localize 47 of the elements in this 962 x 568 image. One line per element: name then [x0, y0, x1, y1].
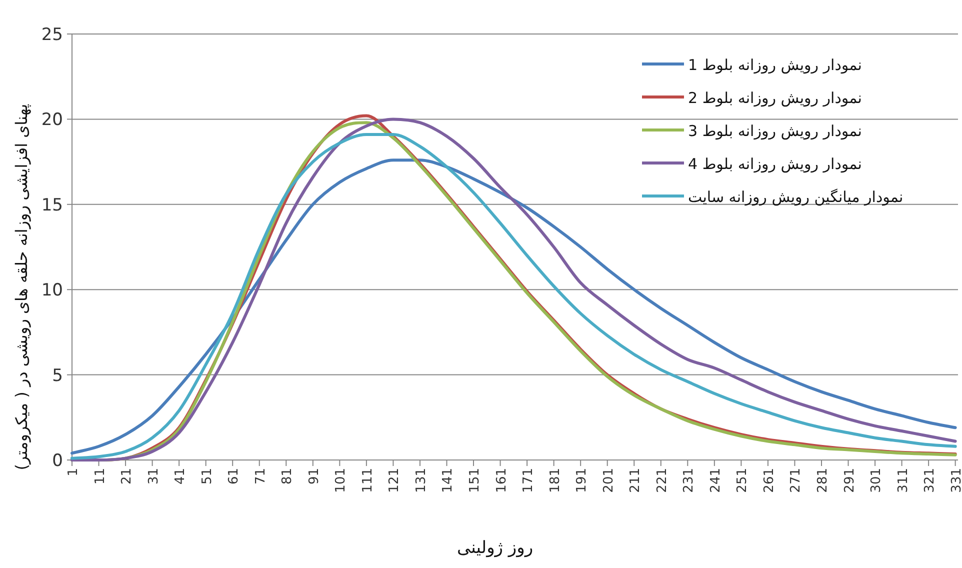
x-tick-label: 161	[494, 468, 510, 493]
x-tick-label: 331	[949, 468, 962, 493]
x-tick-label: 71	[253, 468, 268, 485]
x-tick-label: 41	[173, 468, 188, 485]
x-tick-label: 141	[440, 468, 456, 493]
x-tick-label: 281	[815, 468, 830, 493]
legend-label: نمودار رویش روزانه بلوط 1	[688, 56, 862, 74]
x-tick-label: 241	[708, 468, 724, 493]
x-tick-label: 321	[922, 468, 938, 493]
y-tick-label: 10	[41, 280, 63, 301]
x-tick-label: 231	[682, 468, 697, 493]
x-tick-label: 181	[548, 468, 563, 493]
x-tick-label: 171	[521, 468, 536, 493]
x-tick-label: 121	[387, 468, 402, 493]
x-tick-label: 61	[226, 468, 242, 485]
x-tick-label: 291	[842, 468, 858, 493]
x-axis-title: روز ژولینی	[456, 538, 534, 558]
x-tick-label: 81	[280, 468, 296, 485]
x-tick-label: 21	[120, 468, 135, 485]
x-tick-label: 191	[574, 468, 590, 493]
x-tick-label: 261	[762, 468, 777, 493]
y-tick-label: 20	[41, 110, 63, 130]
x-tick-label: 91	[306, 468, 322, 485]
x-tick-label: 251	[735, 468, 750, 493]
x-tick-label: 201	[601, 468, 616, 493]
x-tick-label: 11	[92, 468, 108, 485]
legend-label: نمودار رویش روزانه بلوط 2	[688, 89, 862, 107]
x-tick-label: 111	[360, 468, 376, 493]
y-axis-title: پهنای افزایشی روزانه حلقه های رویشی در ( میکرومتر)	[12, 104, 31, 470]
x-tick-label: 101	[334, 468, 349, 493]
x-tick-label: 271	[788, 468, 804, 493]
x-tick-label: 51	[200, 468, 215, 485]
y-tick-label: 0	[52, 451, 63, 471]
x-tick-label: 1	[66, 468, 81, 476]
x-tick-label: 131	[414, 468, 429, 493]
y-tick-label: 5	[52, 366, 63, 386]
x-tick-label: 151	[468, 468, 483, 493]
x-tick-label: 31	[146, 468, 162, 485]
x-tick-label: 221	[654, 468, 670, 493]
legend-label: نمودار رویش روزانه بلوط 3	[688, 122, 862, 140]
legend-label: نمودار میانگین رویش روزانه سایت	[688, 188, 904, 206]
y-tick-label: 15	[41, 195, 63, 216]
x-tick-label: 211	[628, 468, 644, 493]
y-tick-label: 25	[41, 25, 63, 45]
x-tick-label: 311	[896, 468, 911, 493]
x-tick-label: 301	[869, 468, 884, 493]
legend-label: نمودار رویش روزانه بلوط 4	[688, 155, 862, 173]
